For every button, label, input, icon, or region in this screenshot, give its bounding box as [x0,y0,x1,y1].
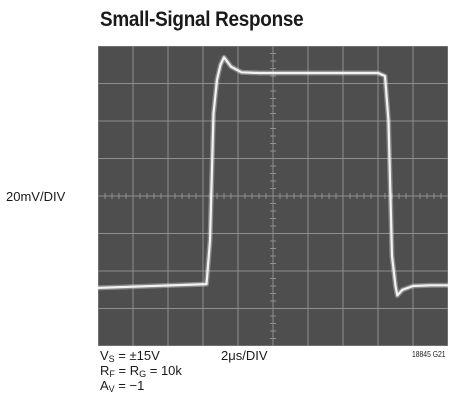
chart-title: Small-Signal Response [100,8,304,31]
condition-supply: VS = ±15V [100,348,160,364]
condition-resistors: RF = RG = 10k [100,363,182,379]
scope-traces [98,54,448,298]
scope-grid [98,46,448,346]
figure-id: 18845 G21 [412,350,446,359]
y-scale-label: 20mV/DIV [6,189,66,204]
signal-trace [98,56,448,297]
x-scale-label: 2μs/DIV [221,348,268,363]
test-conditions: VS = ±15V RF = RG = 10k AV = −1 [100,348,182,394]
condition-gain: AV = −1 [100,378,145,394]
scope-plot [98,46,448,346]
oscilloscope-screen [98,46,448,346]
